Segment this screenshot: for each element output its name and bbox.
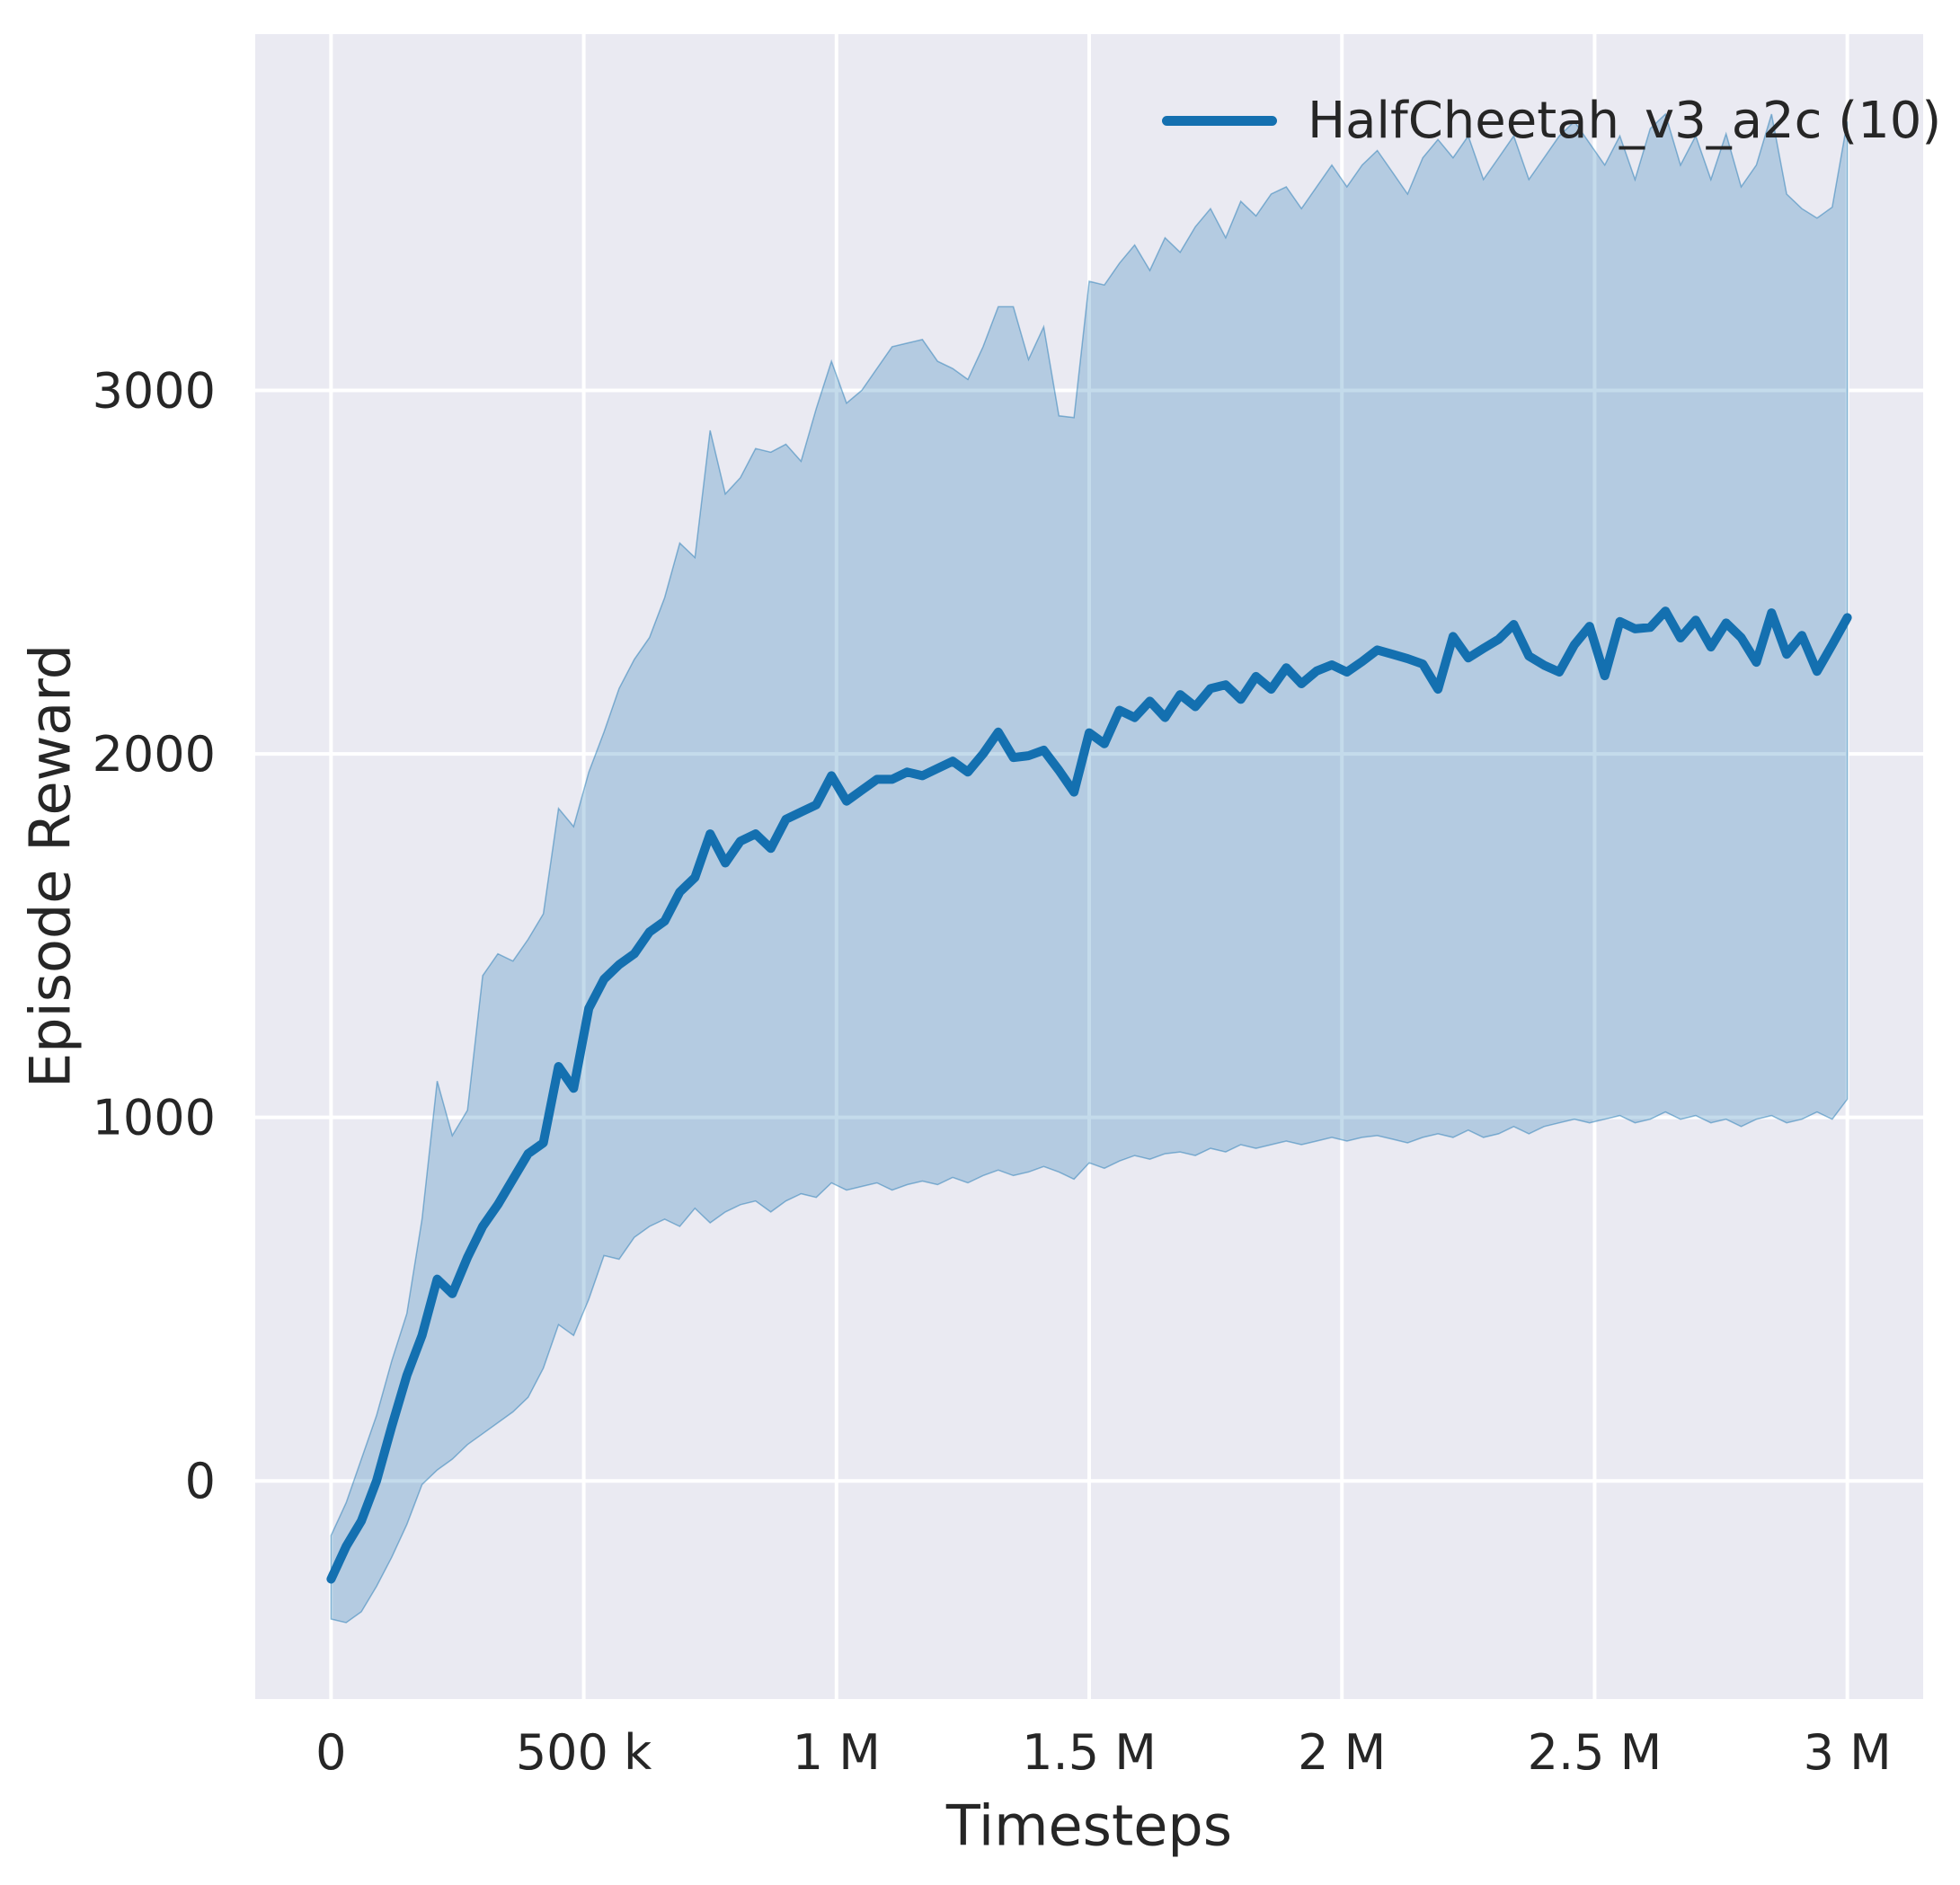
x-tick-label: 3 M xyxy=(1804,1724,1892,1781)
x-tick-label: 2.5 M xyxy=(1528,1724,1663,1781)
legend: HalfCheetah_v3_a2c (10) xyxy=(1162,86,1941,155)
y-tick-label: 0 xyxy=(185,1453,216,1509)
y-tick-label: 1000 xyxy=(93,1090,216,1146)
x-tick-label: 0 xyxy=(315,1724,346,1781)
y-tick-label: 3000 xyxy=(93,362,216,419)
x-axis-label: Timesteps xyxy=(945,1792,1233,1859)
x-tick-label: 500 k xyxy=(516,1724,652,1781)
y-tick-label: 2000 xyxy=(93,726,216,783)
legend-line-sample xyxy=(1162,115,1277,126)
confidence-band xyxy=(330,112,1849,1624)
x-tick-label: 2 M xyxy=(1298,1724,1386,1781)
mean-line xyxy=(326,606,1852,1584)
x-tick-label: 1.5 M xyxy=(1022,1724,1157,1781)
legend-label: HalfCheetah_v3_a2c (10) xyxy=(1308,91,1942,150)
y-axis-label: Episode Reward xyxy=(17,643,84,1089)
x-tick-label: 1 M xyxy=(793,1724,881,1781)
